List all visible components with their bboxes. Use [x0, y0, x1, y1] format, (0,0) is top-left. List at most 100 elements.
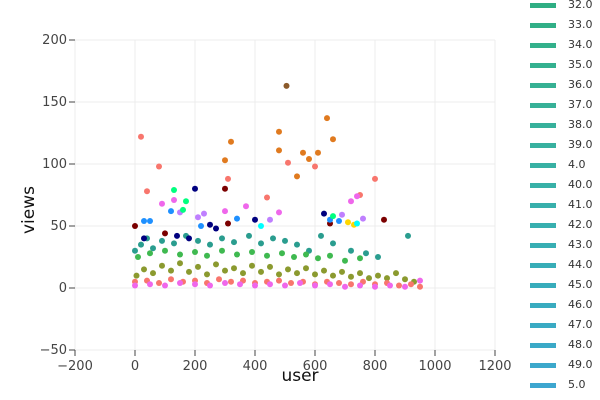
y-axis-label: views: [19, 186, 39, 234]
legend-swatch: [530, 343, 556, 348]
data-point: [171, 240, 177, 247]
legend-label: 47.0: [568, 318, 593, 331]
data-point: [354, 193, 360, 200]
data-point: [177, 280, 183, 286]
data-point: [147, 250, 153, 257]
data-point: [207, 221, 213, 228]
data-point: [159, 262, 165, 269]
y-tick-label: 150: [42, 95, 67, 110]
y-tick-label: 100: [42, 157, 67, 172]
legend-swatch: [530, 163, 556, 168]
data-point: [267, 216, 273, 223]
data-point: [285, 266, 291, 273]
data-point: [177, 251, 183, 258]
legend-swatch: [530, 283, 556, 288]
legend-label: 35.0: [568, 58, 593, 71]
data-point: [219, 247, 225, 254]
legend-swatch: [530, 363, 556, 368]
legend-swatch: [530, 383, 556, 388]
data-point: [174, 232, 180, 239]
data-point: [408, 281, 414, 288]
x-axis-label: user: [281, 366, 318, 386]
data-point: [234, 215, 240, 222]
data-point: [330, 136, 336, 143]
legend-swatch: [530, 263, 556, 268]
data-point: [168, 208, 174, 215]
data-point: [141, 235, 147, 242]
data-point: [375, 272, 381, 279]
data-point: [357, 282, 363, 289]
data-point: [222, 157, 228, 164]
data-point: [267, 263, 273, 270]
data-point: [186, 268, 192, 275]
data-point: [228, 278, 234, 285]
data-point: [192, 281, 198, 288]
legend-label: 43.0: [568, 238, 593, 251]
data-point: [246, 232, 252, 239]
data-point: [372, 175, 378, 182]
legend-swatch: [530, 3, 556, 8]
data-point: [339, 211, 345, 218]
data-point: [171, 187, 177, 193]
data-point: [264, 194, 270, 201]
data-point: [372, 283, 378, 290]
data-point: [204, 271, 210, 278]
legend-swatch: [530, 43, 556, 48]
data-point: [342, 257, 348, 264]
data-point: [384, 275, 390, 282]
data-point: [225, 220, 231, 227]
data-point: [276, 209, 282, 216]
data-point: [357, 255, 363, 262]
x-tick-label: 400: [243, 359, 268, 374]
legend-swatch: [530, 23, 556, 28]
data-point: [285, 159, 291, 166]
data-point: [138, 133, 144, 140]
data-point: [315, 255, 321, 262]
data-point: [258, 268, 264, 275]
data-point: [213, 225, 219, 232]
legend-label: 44.0: [568, 258, 593, 271]
data-point: [393, 270, 399, 277]
data-point: [150, 245, 156, 252]
legend-swatch: [530, 223, 556, 228]
legend-label: 5.0: [568, 378, 586, 391]
data-point: [291, 254, 297, 260]
legend-label: 34.0: [568, 38, 593, 51]
data-point: [402, 276, 408, 283]
data-point: [228, 138, 234, 145]
data-point: [234, 251, 240, 258]
data-point: [162, 282, 168, 289]
x-tick-label: 1200: [478, 359, 511, 374]
data-point: [162, 247, 168, 254]
data-point: [303, 265, 309, 272]
data-point: [330, 240, 336, 247]
data-point: [240, 270, 246, 277]
legend-swatch: [530, 303, 556, 308]
legend-swatch: [530, 243, 556, 248]
data-point: [168, 267, 174, 274]
data-point: [144, 188, 150, 195]
data-point: [147, 281, 153, 288]
data-point: [357, 270, 363, 277]
data-point: [225, 175, 231, 182]
data-point: [324, 115, 330, 122]
legend-swatch: [530, 143, 556, 148]
data-point: [294, 270, 300, 277]
y-tick-label: 50: [50, 219, 67, 234]
data-point: [321, 267, 327, 274]
x-tick-label: 600: [303, 359, 328, 374]
data-point: [219, 235, 225, 242]
data-point: [405, 232, 411, 239]
data-point: [363, 250, 369, 257]
data-point: [132, 223, 138, 229]
data-point: [162, 230, 168, 237]
grid-layer: [74, 39, 496, 351]
data-point: [360, 215, 366, 222]
data-point: [213, 261, 219, 268]
data-point: [330, 272, 336, 279]
data-point: [327, 252, 333, 259]
data-point: [195, 263, 201, 270]
data-point: [294, 173, 300, 180]
data-point: [192, 185, 198, 192]
